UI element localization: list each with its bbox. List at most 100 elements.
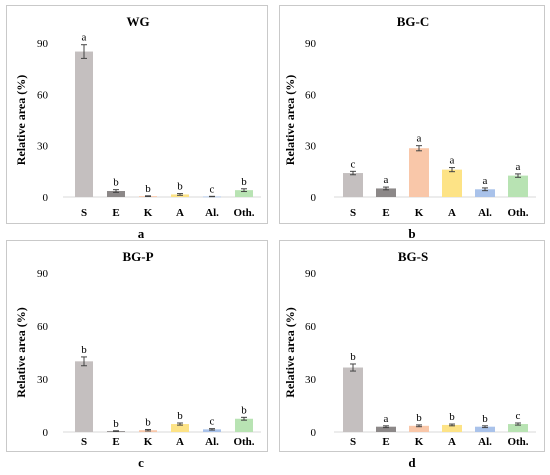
category-label: S — [350, 207, 356, 219]
significance-letter: b — [449, 411, 455, 423]
significance-letter: b — [145, 183, 151, 195]
bar — [107, 191, 125, 197]
y-tick-label: 0 — [43, 427, 49, 439]
category-label: A — [448, 436, 456, 448]
bar — [508, 424, 528, 432]
y-tick-label: 0 — [311, 192, 317, 204]
category-label: E — [382, 207, 389, 219]
category-label: K — [144, 436, 153, 448]
category-label: Al. — [478, 436, 492, 448]
y-tick-label: 90 — [305, 268, 317, 280]
y-tick-label: 90 — [37, 268, 49, 280]
category-label: A — [448, 207, 456, 219]
category-label: K — [415, 436, 424, 448]
category-label: Oth. — [233, 436, 254, 448]
y-tick-label: 60 — [305, 321, 317, 333]
category-label: Al. — [478, 207, 492, 219]
chart-b: BG-C Relative area (%) 0 30 60 90 c Sa Ea Ka Aa Al.… — [283, 14, 536, 219]
panel-d-letter: d — [408, 455, 416, 470]
bar — [343, 367, 363, 432]
bar — [475, 426, 495, 432]
y-axis-label: Relative area (%) — [14, 75, 28, 165]
bar — [171, 424, 189, 432]
bar — [376, 426, 396, 432]
category-label: E — [112, 207, 119, 219]
bar — [203, 429, 221, 432]
y-tick-label: 30 — [37, 374, 49, 386]
significance-letter: b — [177, 410, 183, 422]
bar — [409, 425, 429, 432]
category-label: S — [81, 436, 87, 448]
y-tick-label: 30 — [305, 141, 317, 153]
significance-letter: c — [210, 183, 215, 195]
category-label: Oth. — [507, 436, 528, 448]
bar — [409, 148, 429, 197]
significance-letter: b — [482, 413, 488, 425]
bar — [376, 188, 396, 197]
chart-title: WG — [126, 14, 149, 29]
y-axis-label: Relative area (%) — [14, 307, 28, 397]
y-axis-label: Relative area (%) — [283, 75, 297, 165]
significance-letter: b — [113, 418, 119, 430]
significance-letter: a — [384, 174, 389, 186]
significance-letter: c — [516, 410, 521, 422]
chart-title: BG-P — [122, 249, 153, 264]
y-tick-label: 0 — [311, 427, 317, 439]
panel-b-letter: b — [408, 226, 416, 241]
bar — [343, 173, 363, 197]
y-tick-label: 30 — [305, 374, 317, 386]
panel-a-letter: a — [137, 226, 145, 241]
y-tick-label: 0 — [43, 192, 49, 204]
bar — [235, 190, 253, 197]
significance-letter: b — [81, 344, 87, 356]
bar — [442, 424, 462, 432]
significance-letter: b — [416, 412, 422, 424]
category-label: K — [144, 207, 153, 219]
significance-letter: a — [516, 161, 521, 173]
significance-letter: a — [384, 413, 389, 425]
y-tick-label: 60 — [37, 321, 49, 333]
chart-title: BG-C — [397, 14, 430, 29]
significance-letter: b — [145, 417, 151, 429]
significance-letter: a — [417, 133, 422, 145]
y-tick-label: 60 — [37, 89, 49, 101]
significance-letter: b — [241, 404, 247, 416]
category-label: S — [81, 207, 87, 219]
category-label: E — [112, 436, 119, 448]
significance-letter: c — [351, 158, 356, 170]
significance-letter: b — [241, 176, 247, 188]
y-tick-label: 30 — [37, 141, 49, 153]
y-axis-label: Relative area (%) — [283, 307, 297, 397]
panel-c-letter: c — [138, 455, 144, 470]
bar — [235, 418, 253, 432]
bar — [75, 361, 93, 432]
bar — [508, 175, 528, 197]
category-label: K — [415, 207, 424, 219]
category-label: Oth. — [507, 207, 528, 219]
y-tick-label: 90 — [37, 38, 49, 50]
category-label: Oth. — [233, 207, 254, 219]
bar — [442, 169, 462, 197]
category-label: A — [176, 436, 184, 448]
category-label: A — [176, 207, 184, 219]
significance-letter: c — [210, 416, 215, 428]
category-label: Al. — [205, 436, 219, 448]
y-tick-label: 90 — [305, 38, 317, 50]
bar — [475, 189, 495, 197]
category-label: Al. — [205, 207, 219, 219]
significance-letter: b — [177, 181, 183, 193]
significance-letter: b — [113, 177, 119, 189]
category-label: S — [350, 436, 356, 448]
category-label: E — [382, 436, 389, 448]
chart-title: BG-S — [398, 249, 428, 264]
significance-letter: a — [82, 32, 87, 44]
y-tick-label: 60 — [305, 89, 317, 101]
significance-letter: a — [483, 175, 488, 187]
